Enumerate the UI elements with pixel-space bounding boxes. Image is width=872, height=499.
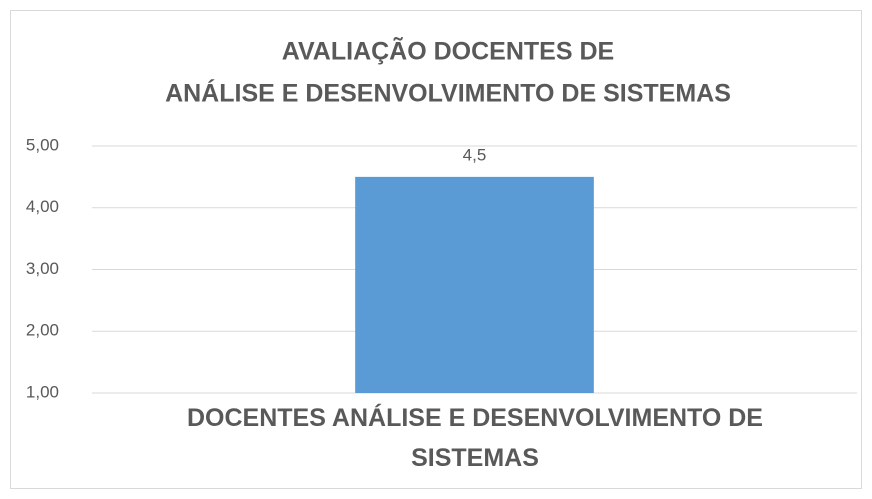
y-tick-label: 3,00 [26,259,59,278]
chart-title: ANÁLISE E DESENVOLVIMENTO DE SISTEMAS [165,79,731,108]
y-tick-label: 2,00 [26,321,59,340]
y-tick-label: 1,00 [26,382,59,401]
bar [355,176,594,393]
y-tick-label: 4,00 [26,197,59,216]
chart-title: AVALIAÇÃO DOCENTES DE [282,36,614,66]
value-label: 4,5 [463,145,487,164]
y-tick-label: 5,00 [26,135,59,154]
x-tick-label: DOCENTES ANÁLISE E DESENVOLVIMENTO DE SI… [186,404,763,472]
